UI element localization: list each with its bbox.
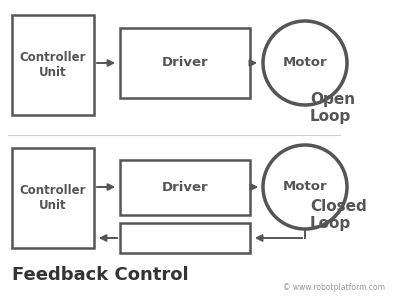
Text: Motor: Motor: [283, 181, 327, 194]
Text: Closed
Loop: Closed Loop: [310, 199, 367, 231]
Text: Controller
Unit: Controller Unit: [20, 51, 86, 79]
Circle shape: [263, 145, 347, 229]
Text: Driver: Driver: [162, 181, 208, 194]
Text: © www.robotplatform.com: © www.robotplatform.com: [283, 284, 385, 292]
Text: Open
Loop: Open Loop: [310, 92, 355, 124]
Bar: [12, 148, 94, 248]
Bar: [120, 28, 250, 98]
Text: Controller
Unit: Controller Unit: [20, 184, 86, 212]
Text: Driver: Driver: [162, 56, 208, 70]
Circle shape: [263, 21, 347, 105]
Text: Feedback Control: Feedback Control: [12, 266, 189, 284]
Bar: [12, 15, 94, 115]
Text: Motor: Motor: [283, 56, 327, 70]
Bar: [120, 160, 250, 215]
Bar: [120, 223, 250, 253]
